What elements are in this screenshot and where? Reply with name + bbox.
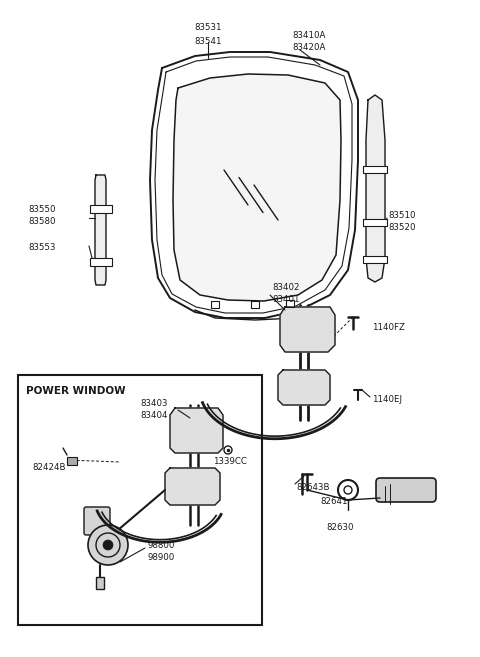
Polygon shape	[366, 95, 385, 282]
Text: 82641: 82641	[320, 497, 348, 507]
Bar	[67, 457, 77, 465]
Polygon shape	[173, 74, 341, 301]
Text: 1140EJ: 1140EJ	[372, 396, 402, 405]
Polygon shape	[280, 307, 335, 352]
Polygon shape	[95, 175, 106, 285]
Text: 83550: 83550	[28, 206, 56, 214]
Bar	[363, 256, 387, 263]
Text: 83541: 83541	[194, 37, 222, 45]
Text: 83410A: 83410A	[292, 30, 325, 39]
Text: 83420A: 83420A	[292, 43, 325, 51]
Text: 82643B: 82643B	[296, 484, 329, 493]
Text: POWER WINDOW: POWER WINDOW	[26, 386, 126, 396]
Text: 82630: 82630	[326, 524, 354, 533]
Bar	[96, 577, 104, 589]
Polygon shape	[170, 408, 223, 453]
Text: 1140FZ: 1140FZ	[372, 323, 405, 332]
Text: 83403: 83403	[140, 399, 168, 409]
Text: 1339CC: 1339CC	[213, 457, 247, 466]
Text: 83404: 83404	[140, 411, 168, 420]
Bar	[90, 205, 112, 213]
Polygon shape	[165, 468, 220, 505]
Text: 83520: 83520	[388, 223, 416, 233]
Bar	[286, 300, 294, 307]
Bar	[363, 166, 387, 173]
Bar	[211, 301, 219, 308]
Bar	[18, 375, 262, 625]
Bar	[363, 219, 387, 226]
Circle shape	[103, 540, 113, 550]
Text: 98800: 98800	[148, 541, 175, 551]
Text: 83580: 83580	[28, 217, 56, 227]
Text: 83531: 83531	[194, 24, 222, 32]
FancyBboxPatch shape	[84, 507, 110, 535]
Text: 83553: 83553	[28, 242, 56, 252]
Text: 83510: 83510	[388, 212, 416, 221]
Bar	[251, 301, 259, 308]
Circle shape	[88, 525, 128, 565]
Text: 83401: 83401	[272, 296, 300, 304]
Bar	[90, 258, 112, 266]
Text: 98900: 98900	[148, 553, 175, 562]
Text: 83402: 83402	[272, 284, 300, 292]
Text: 82424B: 82424B	[32, 463, 65, 472]
FancyBboxPatch shape	[376, 478, 436, 502]
Polygon shape	[278, 370, 330, 405]
